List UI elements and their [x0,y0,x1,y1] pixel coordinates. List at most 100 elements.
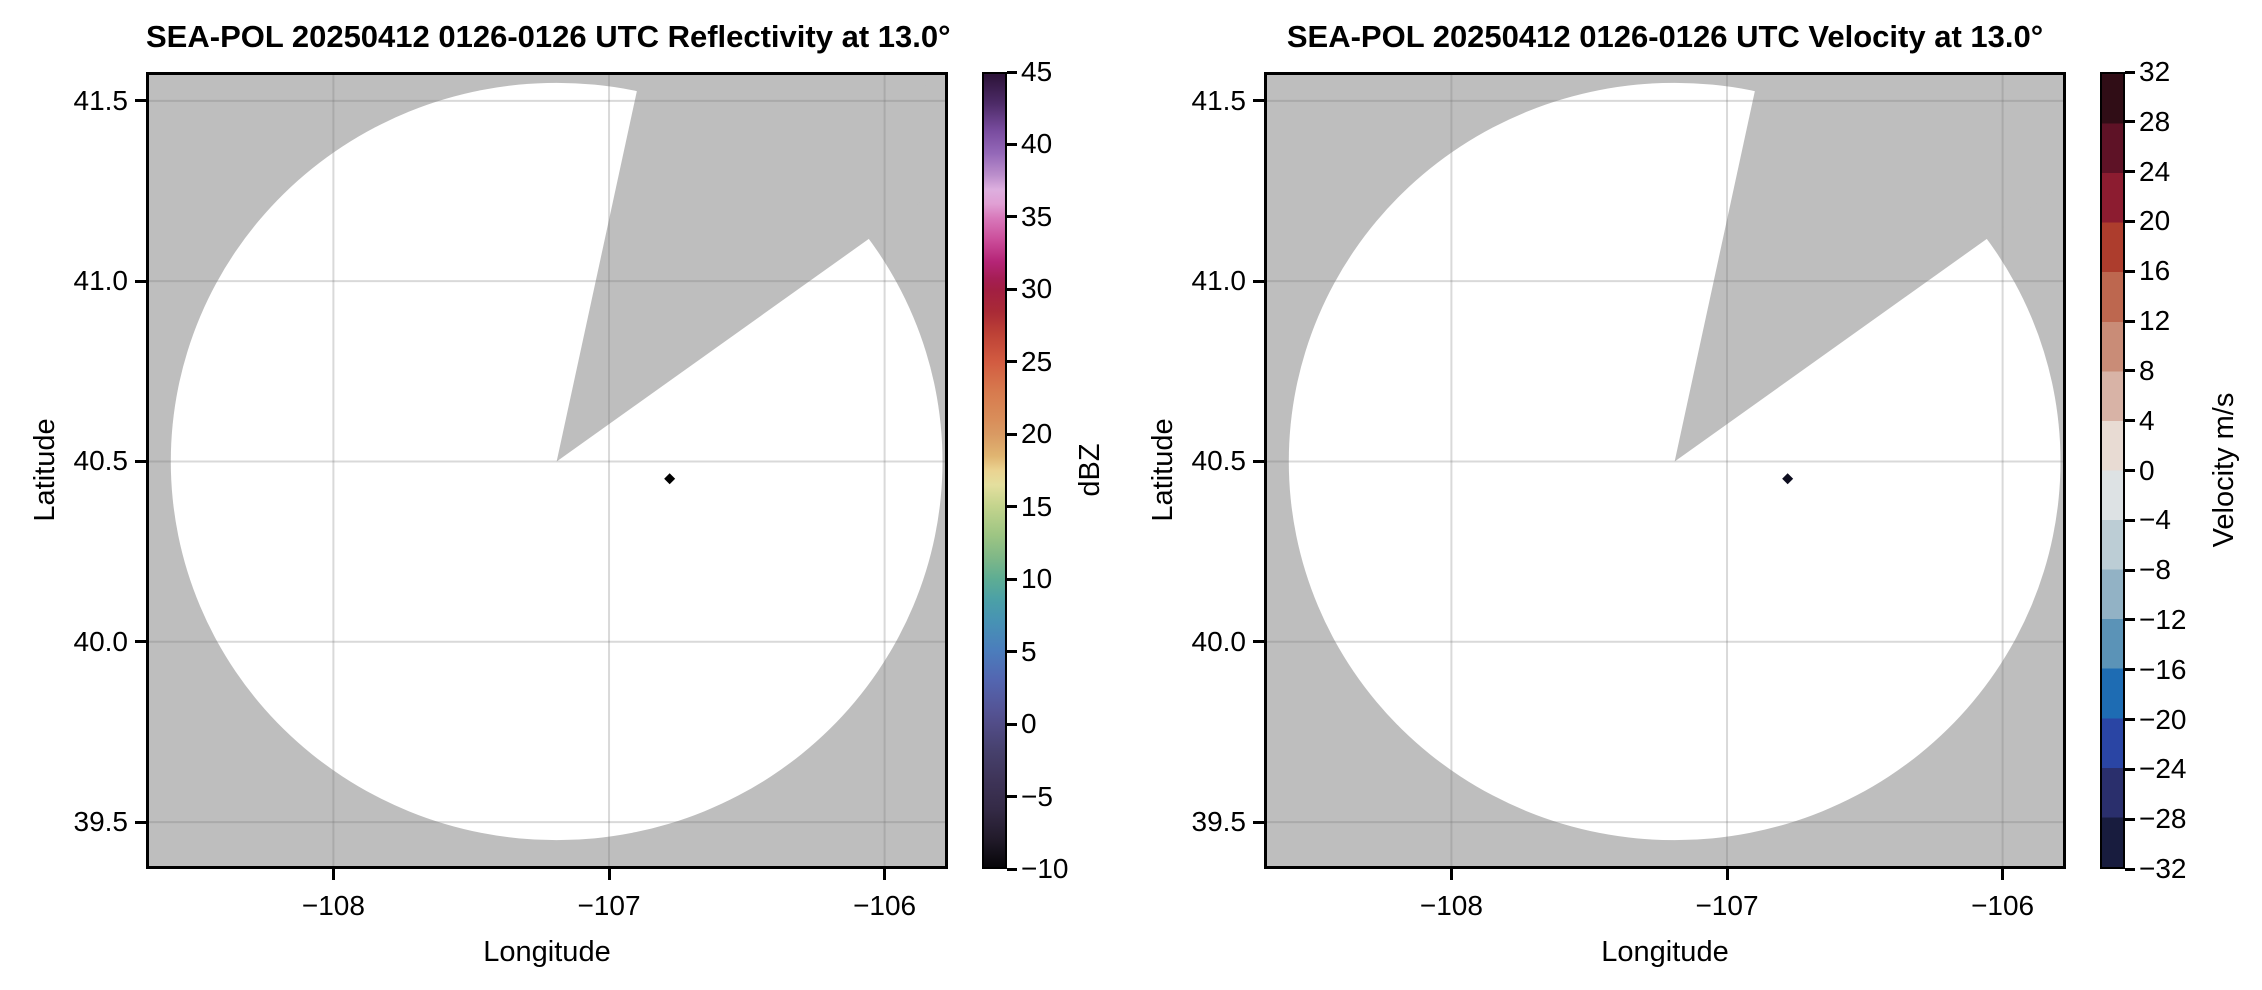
colorbar-tick-mark [2125,817,2135,821]
y-tick-mark [135,99,146,103]
colorbar-tick-label: −8 [2139,554,2171,586]
radar-echo-marker [1782,473,1794,485]
colorbar-tick-label: 10 [1021,563,1053,595]
colorbar-tick-mark [1007,577,1017,581]
colorbar-tick-label: 35 [1021,200,1053,232]
colorbar-tick-label: −12 [2139,603,2187,635]
colorbar-tick-mark [2125,618,2135,622]
y-tick-label: 39.5 [73,806,129,838]
reflectivity-title: SEA-POL 20250412 0126-0126 UTC Reflectiv… [146,19,951,54]
colorbar-tick-label: −10 [1021,853,1069,884]
colorbar-tick-label: 20 [2139,205,2171,237]
colorbar-tick-label: 30 [1021,273,1053,305]
y-tick-label: 41.5 [73,84,129,116]
colorbar-tick-label: −24 [2139,753,2187,785]
y-tick-label: 40.5 [1191,445,1247,477]
y-tick-mark [1253,820,1264,824]
colorbar-tick-label: 25 [1021,345,1053,377]
reflectivity-plot [146,72,948,869]
reflectivity-colorbar-label: dBZ [1074,443,1106,497]
colorbar-tick-mark [1007,142,1017,146]
colorbar-tick-label: 12 [2139,305,2171,337]
x-tick-label: −106 [853,890,917,921]
y-tick-mark [1253,640,1264,644]
colorbar-tick-mark [2125,518,2135,522]
y-tick-label: 41.0 [73,265,129,297]
axes-frame [1264,72,2066,869]
reflectivity-xlabel: Longitude [483,936,611,968]
x-tick-mark [883,869,887,880]
colorbar-tick-label: 28 [2139,105,2171,137]
colorbar-tick-mark [2125,319,2135,323]
colorbar-tick-label: 24 [2139,155,2171,187]
y-tick-mark [135,820,146,824]
axes-frame [146,72,948,869]
velocity-colorbar [2100,72,2125,869]
colorbar-tick-mark [1007,360,1017,364]
colorbar-tick-mark [1007,505,1017,509]
velocity-title: SEA-POL 20250412 0126-0126 UTC Velocity … [1286,19,2044,54]
colorbar-tick-label: 20 [1021,418,1053,450]
y-tick-mark [135,279,146,283]
colorbar-tick-mark [2125,469,2135,472]
colorbar-tick-label: 0 [2139,454,2155,486]
reflectivity-colorbar [982,72,1007,869]
colorbar-tick-mark [2125,668,2135,672]
x-tick-label: −108 [1419,890,1483,921]
y-tick-mark [1253,99,1264,103]
x-tick-mark [331,869,335,880]
y-tick-mark [1253,459,1264,463]
colorbar-tick-mark [1007,722,1017,726]
colorbar-tick-mark [2125,120,2135,124]
y-tick-label: 39.5 [1191,806,1247,838]
velocity-plot [1264,72,2066,869]
colorbar-tick-mark [2125,70,2135,74]
missing-sector-wedge [1674,72,2066,462]
colorbar-tick-mark [2125,867,2135,871]
colorbar-tick-mark [2125,419,2135,423]
colorbar-tick-mark [1007,70,1017,74]
x-tick-mark [1725,869,1729,880]
colorbar-tick-mark [2125,568,2135,572]
x-tick-label: −107 [1695,890,1759,921]
x-tick-mark [607,869,611,880]
colorbar-tick-mark [2125,170,2135,174]
colorbar-tick-label: −16 [2139,653,2187,685]
x-tick-label: −108 [301,890,365,921]
colorbar-tick-mark [1007,867,1017,871]
x-tick-label: −106 [1971,890,2035,921]
colorbar-tick-mark [2125,269,2135,273]
colorbar-tick-mark [1007,215,1017,219]
colorbar-tick-label: 8 [2139,354,2155,386]
colorbar-tick-label: 40 [1021,128,1053,160]
colorbar-tick-label: 45 [1021,56,1053,87]
colorbar-tick-label: −4 [2139,504,2171,536]
colorbar-tick-mark [1007,650,1017,654]
colorbar-tick-label: −28 [2139,803,2187,835]
colorbar-tick-mark [1007,287,1017,291]
y-tick-label: 41.5 [1191,84,1247,116]
x-tick-mark [1449,869,1453,880]
y-tick-label: 40.5 [73,445,129,477]
colorbar-tick-label: 4 [2139,404,2155,436]
colorbar-tick-label: 5 [1021,635,1037,667]
colorbar-tick-mark [1007,432,1017,436]
y-tick-label: 41.0 [1191,265,1247,297]
missing-sector-wedge [556,72,948,462]
colorbar-tick-label: 16 [2139,255,2171,287]
y-tick-label: 40.0 [73,625,129,657]
colorbar-tick-label: −5 [1021,780,1053,812]
colorbar-tick-label: −32 [2139,853,2187,884]
colorbar-tick-label: 32 [2139,56,2171,87]
y-tick-label: 40.0 [1191,625,1247,657]
colorbar-tick-mark [2125,718,2135,722]
x-tick-mark [2001,869,2005,880]
y-tick-mark [135,640,146,644]
y-tick-mark [135,459,146,463]
colorbar-tick-label: 0 [1021,708,1037,740]
radar-echo-marker [664,473,676,485]
colorbar-tick-label: −20 [2139,703,2187,735]
colorbar-tick-mark [2125,219,2135,223]
colorbar-tick-label: 15 [1021,490,1053,522]
